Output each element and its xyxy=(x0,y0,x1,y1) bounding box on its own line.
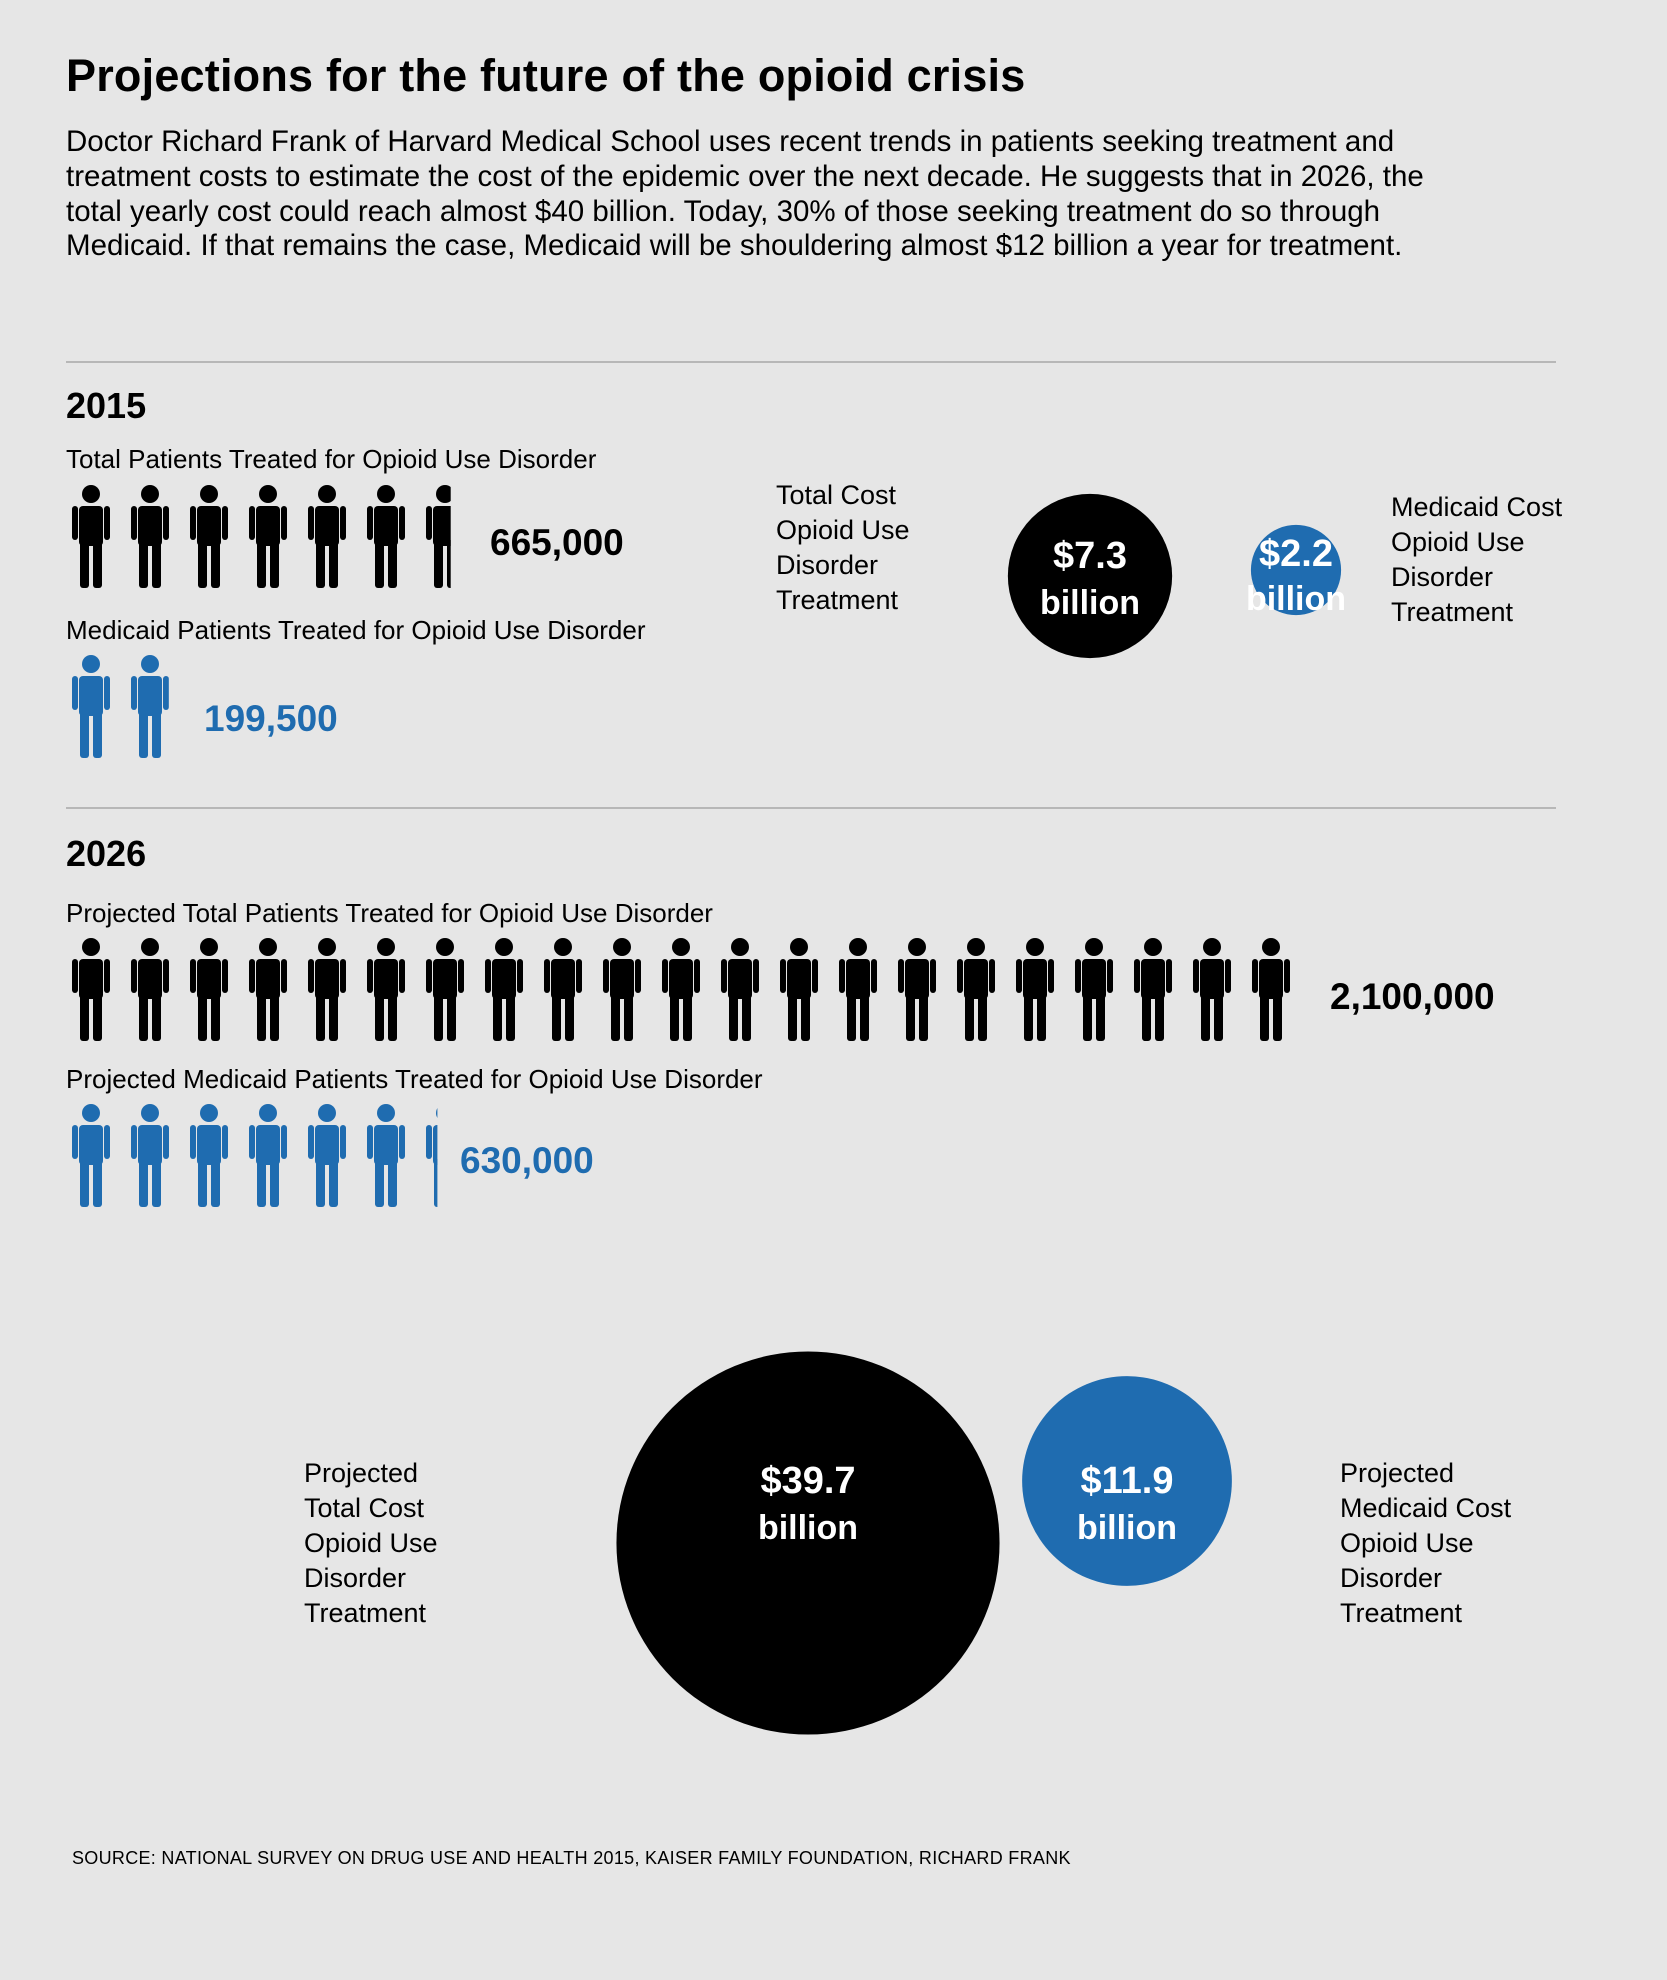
total-patients-2015: 665,000 xyxy=(490,522,624,563)
person-icon xyxy=(308,938,346,1041)
total-cost-label-2026: Projected Total Cost Opioid Use Disorder… xyxy=(304,1456,438,1631)
medicaid-patients-2015: 199,500 xyxy=(204,698,338,739)
total-patients-label-2026: Projected Total Patients Treated for Opi… xyxy=(66,898,713,928)
total-cost-label-line: Total Cost xyxy=(776,480,897,510)
person-icon xyxy=(249,938,287,1041)
person-icon xyxy=(72,655,110,758)
year-heading-2015: 2015 xyxy=(66,385,147,426)
medicaid-cost-value-2026: $11.9 xyxy=(1081,1460,1174,1502)
total-cost-label-line: Opioid Use xyxy=(776,515,910,545)
person-icon xyxy=(308,1104,346,1207)
person-icon xyxy=(72,1104,110,1207)
partial-person-icon xyxy=(131,655,169,758)
medicaid-cost-label-line: Treatment xyxy=(1391,597,1514,627)
person-icon xyxy=(72,938,110,1041)
person-icon xyxy=(780,938,818,1041)
medicaid-patients-label-2026: Projected Medicaid Patients Treated for … xyxy=(66,1064,763,1094)
total-cost-label-line: Treatment xyxy=(776,585,899,615)
total-cost-label-line: Total Cost xyxy=(304,1493,425,1523)
medicaid-cost-unit-2026: billion xyxy=(1077,1509,1177,1547)
medicaid-cost-bubble-2015 xyxy=(1250,524,1342,616)
total-patients-2026: 2,100,000 xyxy=(1330,976,1495,1017)
total-cost-label-line: Disorder xyxy=(776,550,879,580)
divider xyxy=(66,361,1556,363)
person-icon xyxy=(1252,938,1290,1041)
person-icon xyxy=(721,938,759,1041)
medicaid-cost-label-line: Opioid Use xyxy=(1391,527,1525,557)
person-icon xyxy=(190,938,228,1041)
total-cost-label-line: Projected xyxy=(304,1458,419,1488)
page-title: Projections for the future of the opioid… xyxy=(66,50,1026,101)
person-icon xyxy=(249,485,287,588)
total-cost-unit-2026: billion xyxy=(758,1509,858,1547)
person-icon xyxy=(1193,938,1231,1041)
pictogram-total-2026 xyxy=(72,938,1311,1048)
person-icon xyxy=(131,1104,169,1207)
source-note: SOURCE: NATIONAL SURVEY ON DRUG USE AND … xyxy=(72,1848,1071,1868)
person-icon xyxy=(544,938,582,1041)
total-cost-label-2015: Total Cost Opioid Use Disorder Treatment xyxy=(776,478,910,618)
medicaid-cost-label-line: Medicaid Cost xyxy=(1340,1493,1512,1523)
person-icon xyxy=(1016,938,1054,1041)
medicaid-cost-value-2015: $2.2 xyxy=(1259,533,1333,575)
person-icon xyxy=(367,1104,405,1207)
total-cost-value-2015: $7.3 xyxy=(1053,535,1127,577)
medicaid-cost-unit-2015: billion xyxy=(1246,580,1346,618)
divider xyxy=(66,807,1556,809)
medicaid-cost-label-line: Disorder xyxy=(1340,1563,1443,1593)
person-icon xyxy=(131,938,169,1041)
person-icon xyxy=(367,485,405,588)
person-icon xyxy=(190,1104,228,1207)
medicaid-patients-label-2015: Medicaid Patients Treated for Opioid Use… xyxy=(66,615,646,645)
total-cost-label-line: Opioid Use xyxy=(304,1528,438,1558)
medicaid-cost-label-line: Treatment xyxy=(1340,1598,1463,1628)
year-heading-2026: 2026 xyxy=(66,833,147,874)
pictogram-total-2015 xyxy=(72,485,485,595)
person-icon xyxy=(603,938,641,1041)
person-icon xyxy=(898,938,936,1041)
total-cost-bubble-2026 xyxy=(616,1351,1000,1735)
medicaid-cost-label-line: Medicaid Cost xyxy=(1391,492,1563,522)
person-icon xyxy=(426,938,464,1041)
person-icon xyxy=(1134,938,1172,1041)
medicaid-cost-label-line: Opioid Use xyxy=(1340,1528,1474,1558)
medicaid-cost-label-2015: Medicaid Cost Opioid Use Disorder Treatm… xyxy=(1391,490,1562,630)
person-icon xyxy=(1075,938,1113,1041)
partial-person-icon xyxy=(426,485,451,588)
pictogram-medicaid-2026 xyxy=(72,1104,485,1214)
person-icon xyxy=(662,938,700,1041)
medicaid-cost-label-line: Disorder xyxy=(1391,562,1494,592)
medicaid-cost-label-2026: Projected Medicaid Cost Opioid Use Disor… xyxy=(1340,1456,1511,1631)
medicaid-patients-2026: 630,000 xyxy=(460,1140,594,1181)
medicaid-cost-label-line: Projected xyxy=(1340,1458,1455,1488)
person-icon xyxy=(131,485,169,588)
total-cost-value-2026: $39.7 xyxy=(760,1460,855,1502)
person-icon xyxy=(485,938,523,1041)
total-cost-label-line: Disorder xyxy=(304,1563,407,1593)
total-patients-label-2015: Total Patients Treated for Opioid Use Di… xyxy=(66,444,597,474)
medicaid-cost-bubble-2026 xyxy=(1022,1376,1232,1586)
partial-person-icon xyxy=(426,1108,438,1207)
person-icon xyxy=(308,485,346,588)
total-cost-bubble-2015 xyxy=(1007,493,1173,659)
pictogram-medicaid-2015 xyxy=(72,655,190,765)
person-icon xyxy=(367,938,405,1041)
person-icon xyxy=(190,485,228,588)
person-icon xyxy=(72,485,110,588)
total-cost-unit-2015: billion xyxy=(1040,584,1140,622)
person-icon xyxy=(957,938,995,1041)
person-icon xyxy=(249,1104,287,1207)
person-icon xyxy=(839,938,877,1041)
total-cost-label-line: Treatment xyxy=(304,1598,427,1628)
intro-paragraph: Doctor Richard Frank of Harvard Medical … xyxy=(66,125,1424,263)
